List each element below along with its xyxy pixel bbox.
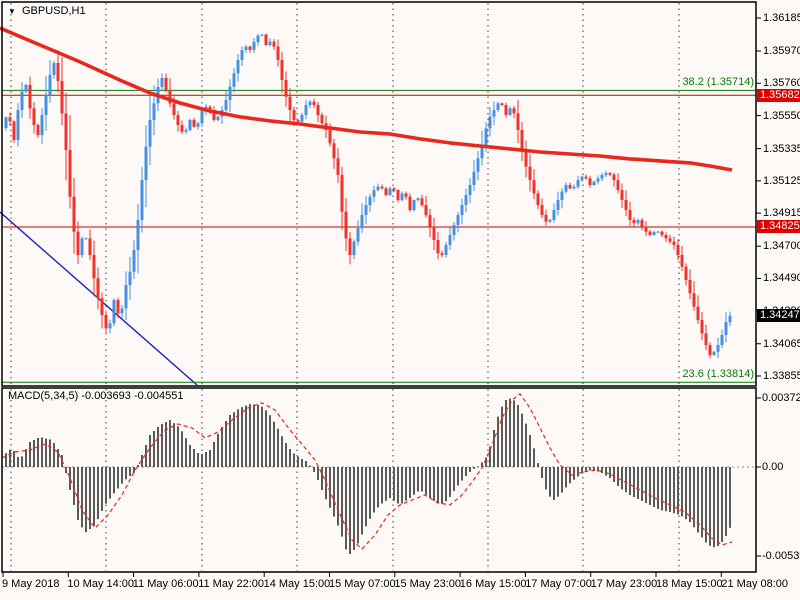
time-axis-label: 11 May 22:00 (198, 578, 265, 590)
price-axis-tick-label: 1.35125 (763, 174, 800, 187)
price-level-badge-current-price: 1.34247 (757, 309, 800, 323)
moving-average-line (0, 26, 733, 172)
time-axis-label: 17 May 23:00 (590, 578, 658, 590)
price-axis-tick-label: 1.35550 (763, 109, 800, 122)
price-axis-tick-label: 1.34065 (763, 337, 800, 350)
time-axis-label: 21 May 08:00 (721, 578, 789, 590)
time-axis-label: 18 May 15:00 (656, 578, 723, 590)
macd-axis-tick-label: -0.005398 (762, 550, 800, 562)
candlesticks (4, 33, 732, 359)
price-axis-tick-label: 1.33855 (763, 370, 800, 382)
macd-signal (1, 393, 733, 550)
time-axis-label: 17 May 07:00 (525, 578, 592, 590)
pane-frames (1, 1, 757, 573)
price-axis-tick-label: 1.34490 (763, 272, 800, 285)
price-level-badge-resistance: 1.35682 (757, 88, 800, 102)
fibo-382-label: 38.2 (1.35714) (682, 76, 754, 89)
macd-indicator-label: MACD(5,34,5) -0.003693 -0.004551 (8, 390, 184, 402)
time-axis-label: 10 May 14:00 (67, 578, 135, 590)
time-axis-label: 9 May 2018 (2, 578, 60, 590)
time-axis-label: 14 May 15:00 (263, 578, 331, 590)
time-axis-label: 11 May 06:00 (132, 578, 199, 590)
fibo-236-label: 23.6 (1.33814) (682, 368, 754, 381)
macd-histogram (5, 398, 731, 555)
symbol-timeframe-label: GBPUSD,H1 (22, 5, 86, 17)
time-axis-label: 16 May 15:00 (459, 578, 527, 590)
chart-marker-icon: ▼ (8, 7, 16, 16)
macd-signal-line (1, 393, 733, 550)
price-axis-tick-label: 1.35760 (763, 77, 800, 90)
price-axis-tick-label: 1.34915 (763, 207, 800, 220)
price-axis-tick-label: 1.34700 (763, 240, 800, 253)
price-axis-tick-label: 1.36185 (763, 12, 800, 24)
time-axis-label: 15 May 23:00 (394, 578, 462, 590)
price-level-badge-support: 1.34825 (757, 220, 800, 234)
price-axis-tick-label: 1.35335 (763, 142, 800, 155)
price-axis-tick-label: 1.35970 (763, 45, 800, 58)
time-axis-label: 15 May 07:00 (329, 578, 396, 590)
macd-axis-tick-label: 0.003727 (762, 392, 800, 404)
ma-layer (0, 26, 733, 172)
macd-axis-tick-label: 0.00 (762, 461, 784, 473)
axis-tick-marks (2, 17, 761, 577)
